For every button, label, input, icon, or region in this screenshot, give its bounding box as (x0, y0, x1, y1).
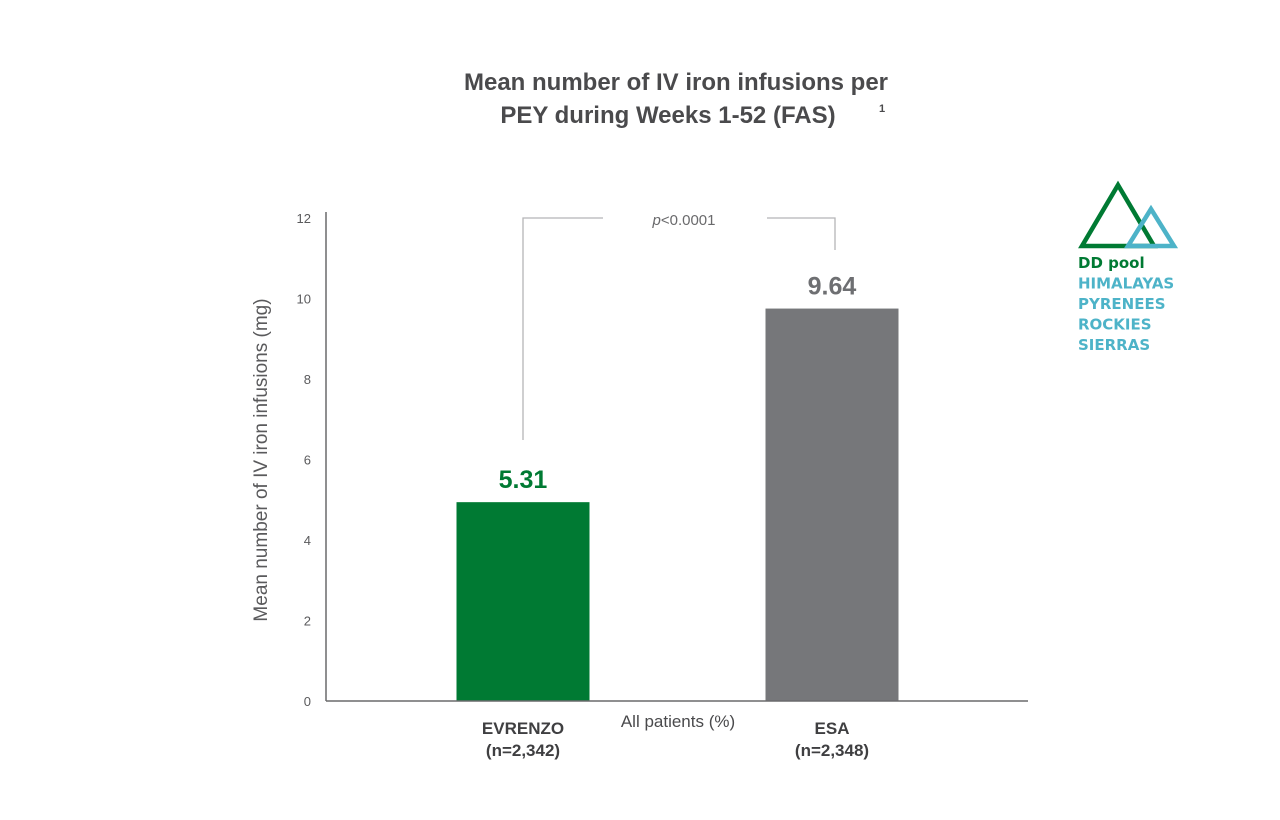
bar-evrenzo (456, 502, 590, 701)
x-axis-label: All patients (%) (621, 712, 735, 731)
y-tick-label: 10 (297, 292, 311, 307)
y-tick-label: 12 (297, 211, 311, 226)
logo-line: SIERRAS (1078, 336, 1150, 354)
value-label-evrenzo: 5.31 (499, 466, 548, 494)
category-n-esa: (n=2,348) (795, 741, 869, 760)
logo-line: HIMALAYAS (1078, 275, 1174, 293)
significance-bracket-left (522, 217, 603, 440)
logo-text: DD pool HIMALAYAS PYRENEES ROCKIES SIERRAS (1078, 254, 1174, 354)
bar-esa (765, 308, 899, 701)
y-tick-label: 8 (304, 372, 311, 387)
p-value-annotation: p<0.0001 (652, 212, 716, 229)
y-tick-label: 4 (304, 533, 311, 548)
y-tick-label: 6 (304, 453, 311, 468)
logo-line: DD pool (1078, 254, 1145, 272)
y-axis-label: Mean number of IV iron infusions (mg) (251, 298, 272, 621)
y-axis-ticks: 0 2 4 6 8 10 12 (297, 211, 311, 709)
bars: 5.31 9.64 (456, 273, 899, 701)
mountains-icon (1078, 180, 1179, 249)
logo-line: ROCKIES (1078, 316, 1152, 334)
category-label-evrenzo: EVRENZO (482, 719, 564, 738)
y-tick-label: 0 (304, 694, 311, 709)
logo-line: PYRENEES (1078, 295, 1166, 313)
chart-title-line1: Mean number of IV iron infusions per (464, 69, 888, 96)
value-label-esa: 9.64 (808, 273, 857, 301)
significance-bracket-right (767, 217, 836, 250)
chart-title-superscript: 1 (879, 103, 885, 115)
y-tick-label: 2 (304, 614, 311, 629)
chart-title-line2: PEY during Weeks 1-52 (FAS) (500, 102, 835, 129)
category-n-evrenzo: (n=2,342) (486, 741, 560, 760)
category-label-esa: ESA (815, 719, 850, 738)
